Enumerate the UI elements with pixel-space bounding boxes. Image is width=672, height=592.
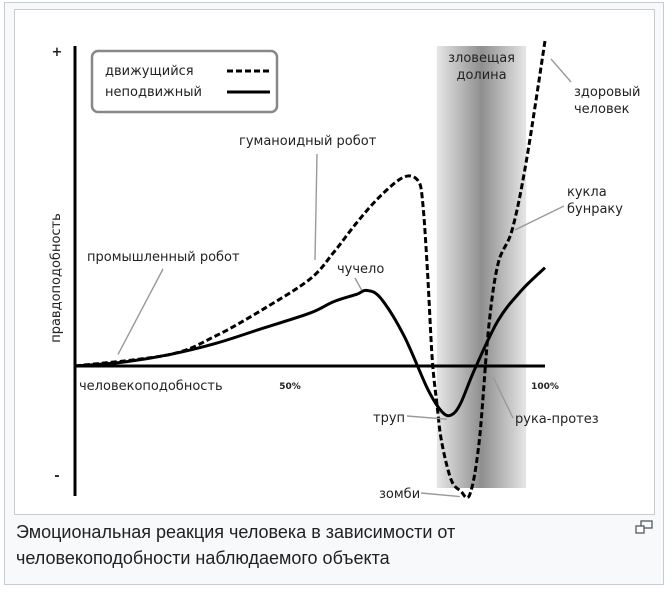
annotation-label: рука-протез	[515, 412, 599, 427]
series-line-still	[74, 266, 547, 418]
uncanny-valley-chart: зловещая долина + - человекоподобность 50% 10…	[49, 40, 640, 502]
annotation-label: промышленный робот	[87, 250, 240, 265]
legend-entry-label: движущийся	[105, 64, 194, 79]
annotation-leader-line	[550, 58, 572, 83]
annotation-leader-line	[117, 268, 164, 355]
annotation-label: чучело	[337, 262, 384, 277]
annotation-label-line: кукла	[567, 185, 607, 200]
annotation-leader-line	[514, 205, 565, 231]
annotation-label-line: здоровый	[574, 85, 640, 100]
region-label: зловещая долина	[448, 51, 515, 83]
y-axis-label: правдоподобность	[49, 213, 64, 343]
y-tick-plus: +	[52, 45, 63, 60]
legend-entry-label: неподвижный	[105, 85, 202, 100]
figure-frame: зловещая долина + - человекоподобность 50% 10…	[4, 2, 664, 585]
annotation-label-line: человек	[574, 102, 630, 117]
x-axis-label: человекоподобность	[79, 379, 223, 394]
annotation-leader-line	[314, 153, 318, 260]
annotation-label: гуманоидный робот	[239, 134, 377, 149]
region-label-line: долина	[456, 68, 506, 83]
annotation-label: зомби	[379, 487, 420, 502]
region-label-line: зловещая	[448, 51, 515, 66]
annotation-leader-line	[420, 492, 460, 498]
x-tick-50: 50%	[279, 382, 301, 392]
annotation-leader-line	[354, 277, 363, 291]
annotation-label: труп	[373, 411, 405, 426]
x-tick-100: 100%	[531, 382, 559, 392]
series-line-moving	[74, 40, 547, 500]
annotation-label: кукла бунраку	[567, 185, 623, 217]
annotation-label-line: бунраку	[567, 202, 623, 217]
y-tick-minus: -	[54, 469, 59, 484]
annotation-label: здоровый человек	[574, 85, 640, 117]
annotation-leader-line	[492, 377, 514, 419]
enlarge-icon[interactable]	[635, 520, 653, 534]
figure-caption: Эмоциональная реакция человека в зависим…	[16, 522, 456, 568]
legend-box	[90, 49, 279, 114]
annotation-leader-line	[406, 415, 448, 420]
chart-box: зловещая долина + - человекоподобность 50% 10…	[14, 9, 655, 515]
